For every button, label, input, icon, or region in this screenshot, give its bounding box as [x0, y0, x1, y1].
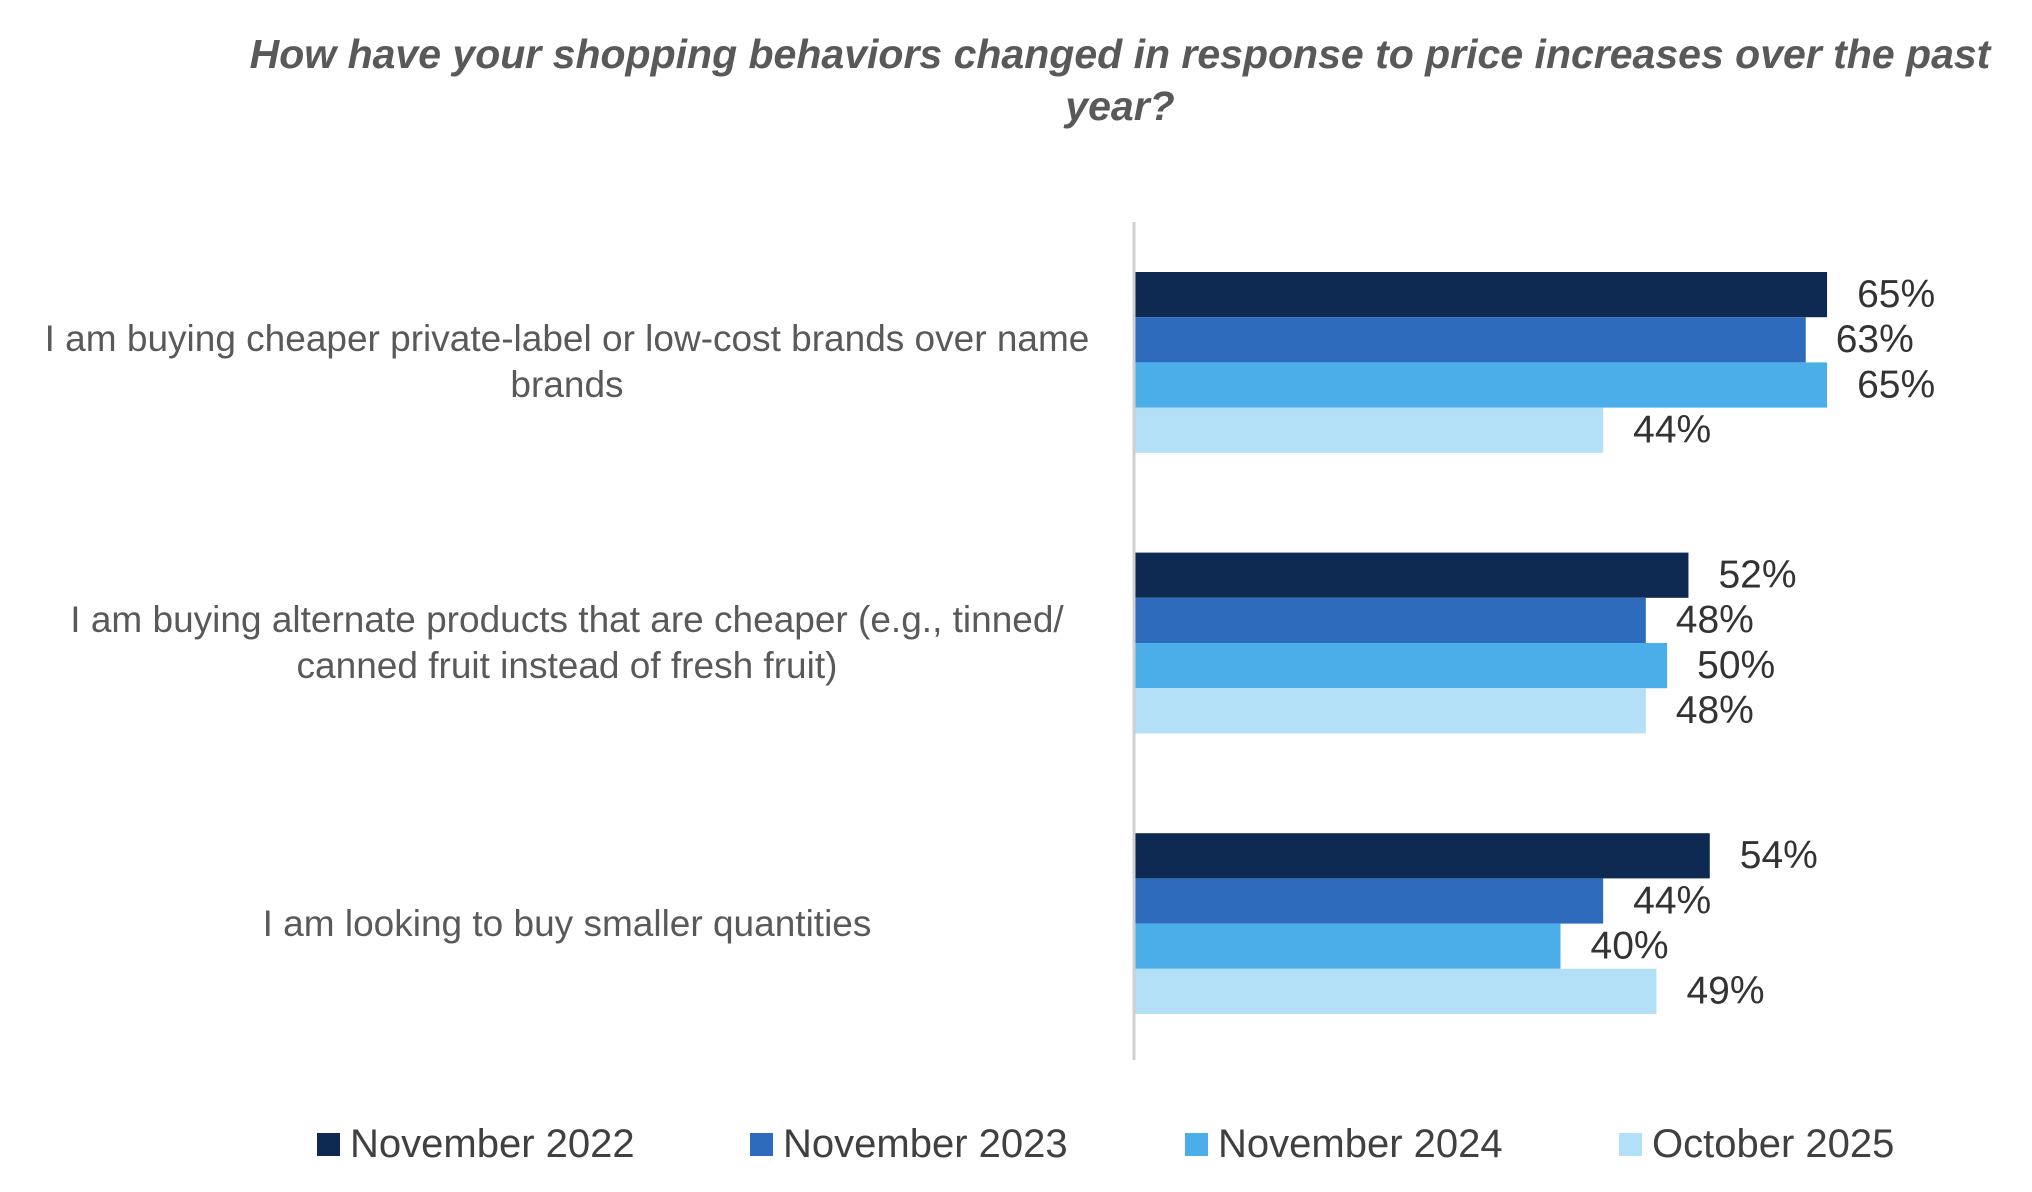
value-label: 48% [1676, 689, 1754, 732]
value-label: 63% [1836, 318, 1914, 361]
bar [1134, 317, 1806, 363]
bar [1134, 923, 1561, 969]
bar [1134, 362, 1828, 408]
bar [1134, 643, 1668, 689]
value-label: 44% [1633, 408, 1711, 451]
category-label: I am buying cheaper private-label or low… [44, 318, 1090, 406]
legend-label: October 2025 [1652, 1122, 1895, 1166]
legend-item: November 2024 [1185, 1122, 1503, 1167]
value-label: 50% [1697, 644, 1775, 687]
bar [1134, 597, 1646, 643]
category-label: I am looking to buy smaller quantities [262, 902, 872, 944]
legend-swatch [1185, 1133, 1208, 1156]
legend-item: November 2023 [750, 1122, 1068, 1167]
value-label: 44% [1633, 879, 1711, 922]
value-label: 48% [1676, 599, 1754, 642]
bar [1134, 688, 1646, 734]
bar [1134, 833, 1710, 879]
legend-item: November 2022 [317, 1122, 635, 1167]
bar [1134, 878, 1604, 924]
bar [1134, 552, 1689, 598]
legend-swatch [1619, 1133, 1642, 1156]
value-label: 40% [1591, 924, 1669, 967]
value-label: 65% [1857, 273, 1935, 316]
legend-swatch [750, 1133, 773, 1156]
legend-label: November 2022 [350, 1122, 635, 1166]
value-label: 49% [1686, 970, 1764, 1013]
legend-label: November 2024 [1218, 1122, 1503, 1166]
legend-swatch [317, 1133, 340, 1156]
legend-item: October 2025 [1619, 1122, 1894, 1167]
bar [1134, 968, 1657, 1014]
value-label: 65% [1857, 363, 1935, 406]
legend-label: November 2023 [783, 1122, 1068, 1166]
value-label: 54% [1740, 834, 1818, 877]
chart-title: How have your shopping behaviors changed… [249, 31, 1991, 129]
bar [1134, 272, 1828, 318]
value-label: 52% [1718, 553, 1796, 596]
category-label: I am buying alternate products that are … [70, 599, 1064, 686]
bar [1134, 407, 1604, 453]
